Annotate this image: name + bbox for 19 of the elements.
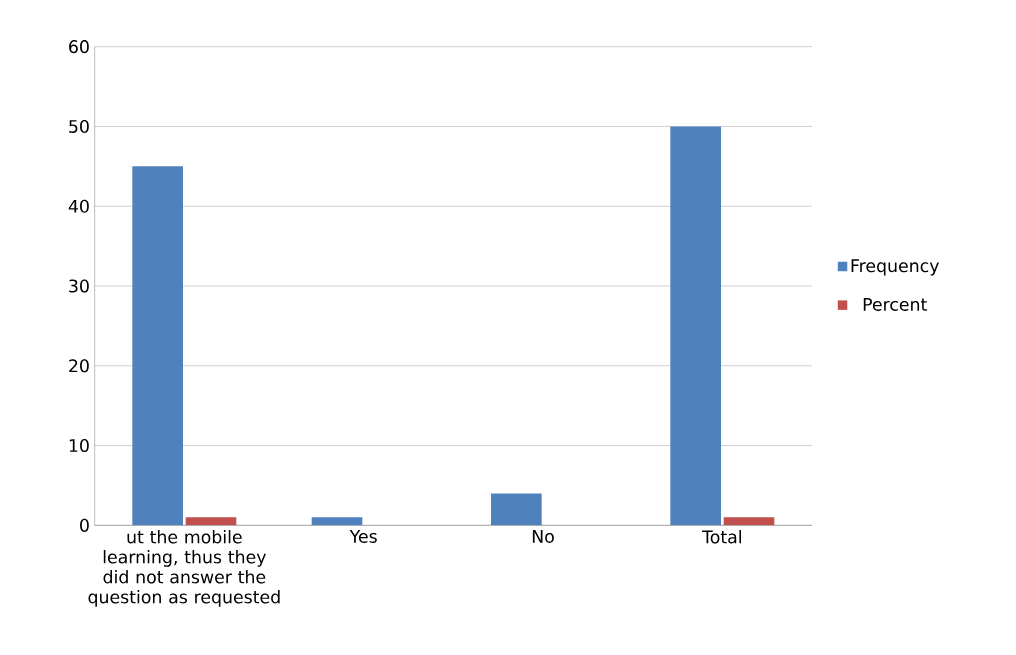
x-tick-label: Total — [702, 530, 741, 544]
bar — [670, 126, 721, 526]
y-tick-label: 60 — [69, 40, 89, 54]
y-tick-label: 0 — [80, 518, 89, 533]
x-tick-label: ut the mobile learning, thus they did not answer the question as requested — [88, 530, 280, 607]
x-tick-label: No — [532, 530, 554, 544]
legend-label: Percent — [863, 298, 927, 312]
y-tick-label: 10 — [69, 439, 89, 453]
bar — [132, 166, 183, 526]
y-tick-label: 30 — [69, 279, 89, 293]
y-tick-label: 50 — [69, 120, 89, 134]
legend-label: Frequency — [851, 259, 939, 276]
bar — [311, 517, 363, 526]
bar — [723, 517, 775, 526]
x-tick-label: Yes — [349, 530, 377, 544]
y-tick-label: 40 — [68, 199, 89, 213]
bar — [491, 493, 542, 526]
y-tick-label: 20 — [69, 359, 89, 373]
bar — [185, 517, 237, 526]
